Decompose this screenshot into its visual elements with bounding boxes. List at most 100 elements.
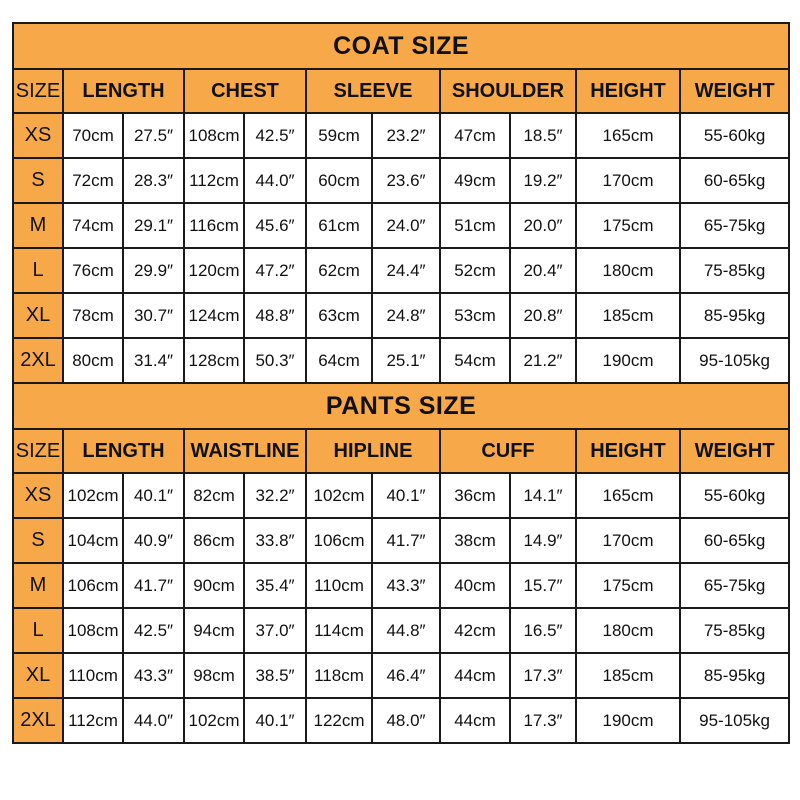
size-label: M (12, 202, 64, 249)
column-header-waistline: WAISTLINE (183, 428, 307, 474)
measurement-cell: 40.1″ (243, 697, 307, 744)
size-label: 2XL (12, 697, 64, 744)
measurement-cell: 28.3″ (122, 157, 185, 204)
measurement-cell: 47cm (439, 112, 511, 159)
measurement-cell: 95-105kg (678, 337, 791, 384)
size-label: XL (12, 292, 64, 339)
measurement-cell: 165cm (575, 112, 681, 159)
table-row: M 74cm 29.1″ 116cm 45.6″ 61cm 24.0″ 51cm 20.0″ 17… (12, 202, 791, 249)
column-header-length: LENGTH (62, 428, 185, 474)
measurement-cell: 48.0″ (371, 697, 441, 744)
measurement-cell: 50.3″ (243, 337, 307, 384)
measurement-cell: 44.8″ (371, 607, 441, 654)
measurement-cell: 29.9″ (122, 247, 185, 294)
column-header-hipline: HIPLINE (305, 428, 441, 474)
measurement-cell: 102cm (305, 472, 373, 519)
measurement-cell: 114cm (305, 607, 373, 654)
measurement-cell: 180cm (575, 607, 681, 654)
measurement-cell: 54cm (439, 337, 511, 384)
size-chart-table: COAT SIZE SIZE LENGTH CHEST SLEEVE SHOULDER HE… (11, 22, 791, 744)
measurement-cell: 49cm (439, 157, 511, 204)
measurement-cell: 175cm (575, 202, 681, 249)
measurement-cell: 21.2″ (509, 337, 577, 384)
pants-header-row: SIZE LENGTH WAISTLINE HIPLINE CUFF HEIGHT WEIG… (12, 428, 791, 474)
measurement-cell: 29.1″ (122, 202, 185, 249)
measurement-cell: 23.6″ (371, 157, 441, 204)
measurement-cell: 41.7″ (371, 517, 441, 564)
column-header-size: SIZE (12, 428, 64, 474)
measurement-cell: 70cm (62, 112, 124, 159)
pants-size-title: PANTS SIZE (11, 382, 791, 430)
measurement-cell: 15.7″ (509, 562, 577, 609)
measurement-cell: 24.4″ (371, 247, 441, 294)
measurement-cell: 112cm (183, 157, 245, 204)
measurement-cell: 124cm (183, 292, 245, 339)
measurement-cell: 25.1″ (371, 337, 441, 384)
measurement-cell: 106cm (305, 517, 373, 564)
size-label: L (12, 607, 64, 654)
size-label: 2XL (12, 337, 64, 384)
column-header-size: SIZE (12, 68, 64, 114)
measurement-cell: 40cm (439, 562, 511, 609)
measurement-cell: 46.4″ (371, 652, 441, 699)
measurement-cell: 185cm (575, 292, 681, 339)
size-label: XL (12, 652, 64, 699)
column-header-cuff: CUFF (439, 428, 577, 474)
measurement-cell: 52cm (439, 247, 511, 294)
measurement-cell: 14.1″ (509, 472, 577, 519)
table-row: XS 102cm 40.1″ 82cm 32.2″ 102cm 40.1″ 36cm 14.1″… (12, 472, 791, 519)
table-row: XL 110cm 43.3″ 98cm 38.5″ 118cm 46.4″ 44cm 17.3″… (12, 652, 791, 699)
measurement-cell: 85-95kg (678, 652, 791, 699)
measurement-cell: 30.7″ (122, 292, 185, 339)
size-label: S (12, 517, 64, 564)
table-row: XL 78cm 30.7″ 124cm 48.8″ 63cm 24.8″ 53cm 20.8″ 1… (12, 292, 791, 339)
measurement-cell: 75-85kg (678, 607, 791, 654)
table-row: L 76cm 29.9″ 120cm 47.2″ 62cm 24.4″ 52cm 20.4″ 18… (12, 247, 791, 294)
measurement-cell: 78cm (62, 292, 124, 339)
size-label: M (12, 562, 64, 609)
measurement-cell: 180cm (575, 247, 681, 294)
measurement-cell: 85-95kg (678, 292, 791, 339)
measurement-cell: 82cm (183, 472, 245, 519)
column-header-weight: WEIGHT (678, 428, 791, 474)
measurement-cell: 44.0″ (122, 697, 185, 744)
measurement-cell: 104cm (62, 517, 124, 564)
column-header-sleeve: SLEEVE (305, 68, 441, 114)
column-header-height: HEIGHT (575, 68, 681, 114)
measurement-cell: 38.5″ (243, 652, 307, 699)
measurement-cell: 41.7″ (122, 562, 185, 609)
measurement-cell: 19.2″ (509, 157, 577, 204)
measurement-cell: 190cm (575, 337, 681, 384)
measurement-cell: 44cm (439, 652, 511, 699)
measurement-cell: 42cm (439, 607, 511, 654)
measurement-cell: 40.1″ (371, 472, 441, 519)
table-row: S 104cm 40.9″ 86cm 33.8″ 106cm 41.7″ 38cm 14.9″ 1… (12, 517, 791, 564)
measurement-cell: 14.9″ (509, 517, 577, 564)
measurement-cell: 106cm (62, 562, 124, 609)
measurement-cell: 65-75kg (678, 202, 791, 249)
measurement-cell: 108cm (183, 112, 245, 159)
measurement-cell: 44.0″ (243, 157, 307, 204)
coat-header-row: SIZE LENGTH CHEST SLEEVE SHOULDER HEIGHT WEIGH… (12, 68, 791, 114)
measurement-cell: 42.5″ (122, 607, 185, 654)
measurement-cell: 76cm (62, 247, 124, 294)
measurement-cell: 170cm (575, 517, 681, 564)
column-header-height: HEIGHT (575, 428, 681, 474)
measurement-cell: 60-65kg (678, 157, 791, 204)
measurement-cell: 55-60kg (678, 472, 791, 519)
measurement-cell: 98cm (183, 652, 245, 699)
measurement-cell: 20.4″ (509, 247, 577, 294)
measurement-cell: 94cm (183, 607, 245, 654)
measurement-cell: 80cm (62, 337, 124, 384)
measurement-cell: 53cm (439, 292, 511, 339)
measurement-cell: 20.0″ (509, 202, 577, 249)
measurement-cell: 95-105kg (678, 697, 791, 744)
measurement-cell: 17.3″ (509, 652, 577, 699)
measurement-cell: 47.2″ (243, 247, 307, 294)
size-label: XS (12, 112, 64, 159)
measurement-cell: 118cm (305, 652, 373, 699)
measurement-cell: 24.8″ (371, 292, 441, 339)
measurement-cell: 60-65kg (678, 517, 791, 564)
table-row: XS 70cm 27.5″ 108cm 42.5″ 59cm 23.2″ 47cm 18.5″ 1… (12, 112, 791, 159)
measurement-cell: 112cm (62, 697, 124, 744)
